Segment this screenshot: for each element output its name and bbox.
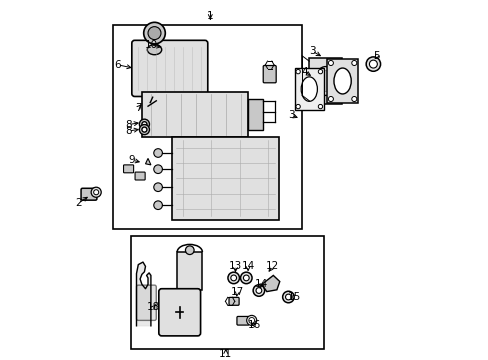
- Circle shape: [94, 190, 99, 195]
- Circle shape: [91, 187, 101, 197]
- Circle shape: [143, 22, 165, 44]
- Circle shape: [153, 165, 162, 174]
- Bar: [309, 58, 341, 104]
- Circle shape: [328, 96, 333, 102]
- Text: 5: 5: [373, 51, 380, 61]
- Bar: [131, 236, 323, 349]
- Circle shape: [295, 104, 300, 109]
- Circle shape: [285, 294, 291, 300]
- Circle shape: [351, 60, 356, 66]
- Circle shape: [243, 275, 249, 281]
- FancyBboxPatch shape: [123, 165, 133, 173]
- Circle shape: [256, 288, 261, 293]
- FancyBboxPatch shape: [135, 172, 145, 180]
- Text: 2: 2: [75, 198, 81, 208]
- Circle shape: [153, 201, 162, 210]
- Ellipse shape: [301, 77, 317, 102]
- Bar: [172, 137, 278, 220]
- Bar: [149, 93, 158, 103]
- Text: 8: 8: [125, 120, 132, 130]
- Ellipse shape: [147, 45, 162, 55]
- Circle shape: [318, 104, 322, 109]
- Circle shape: [246, 315, 256, 325]
- Ellipse shape: [314, 67, 335, 95]
- Circle shape: [295, 69, 300, 74]
- FancyBboxPatch shape: [159, 289, 200, 336]
- Text: 3: 3: [287, 110, 294, 120]
- Circle shape: [142, 127, 146, 132]
- Circle shape: [368, 60, 377, 68]
- Circle shape: [282, 291, 294, 303]
- Text: 14: 14: [255, 279, 268, 289]
- Bar: [142, 92, 247, 137]
- Circle shape: [328, 60, 333, 66]
- Text: 14: 14: [241, 261, 254, 271]
- Bar: [167, 93, 176, 103]
- Circle shape: [139, 119, 149, 129]
- Bar: [113, 25, 302, 229]
- Text: 9: 9: [129, 155, 135, 165]
- Text: 13: 13: [228, 261, 242, 271]
- Ellipse shape: [318, 71, 332, 91]
- Circle shape: [248, 318, 254, 323]
- Circle shape: [153, 183, 162, 192]
- FancyBboxPatch shape: [237, 316, 249, 325]
- Circle shape: [240, 272, 251, 284]
- Circle shape: [139, 125, 149, 135]
- Text: 10: 10: [144, 40, 157, 50]
- Bar: [294, 68, 323, 110]
- Bar: [177, 252, 202, 290]
- Text: 8: 8: [125, 126, 132, 136]
- Polygon shape: [136, 262, 151, 326]
- Ellipse shape: [333, 68, 350, 94]
- Text: 17: 17: [230, 287, 244, 297]
- Text: 16: 16: [247, 320, 261, 330]
- Circle shape: [366, 57, 380, 71]
- FancyBboxPatch shape: [136, 285, 156, 320]
- Circle shape: [153, 149, 162, 157]
- FancyBboxPatch shape: [228, 297, 239, 305]
- FancyBboxPatch shape: [263, 66, 276, 83]
- Text: 11: 11: [219, 348, 232, 359]
- Text: 6: 6: [114, 60, 121, 70]
- Bar: [247, 99, 262, 130]
- Circle shape: [253, 285, 264, 296]
- Text: 12: 12: [265, 261, 279, 271]
- Text: 18: 18: [147, 302, 160, 312]
- Circle shape: [148, 27, 161, 40]
- Circle shape: [227, 272, 239, 284]
- Text: 15: 15: [288, 292, 301, 302]
- Bar: [185, 289, 194, 297]
- Text: 1: 1: [206, 11, 213, 21]
- Circle shape: [230, 275, 236, 281]
- Circle shape: [318, 69, 322, 74]
- Text: 4: 4: [301, 67, 307, 77]
- FancyBboxPatch shape: [132, 40, 207, 96]
- Bar: [326, 59, 357, 103]
- Polygon shape: [145, 158, 151, 165]
- Text: 3: 3: [308, 46, 315, 56]
- Circle shape: [185, 246, 194, 255]
- Text: 7: 7: [135, 103, 142, 113]
- FancyBboxPatch shape: [81, 188, 97, 200]
- Circle shape: [142, 122, 146, 127]
- Polygon shape: [261, 275, 279, 292]
- Circle shape: [351, 96, 356, 102]
